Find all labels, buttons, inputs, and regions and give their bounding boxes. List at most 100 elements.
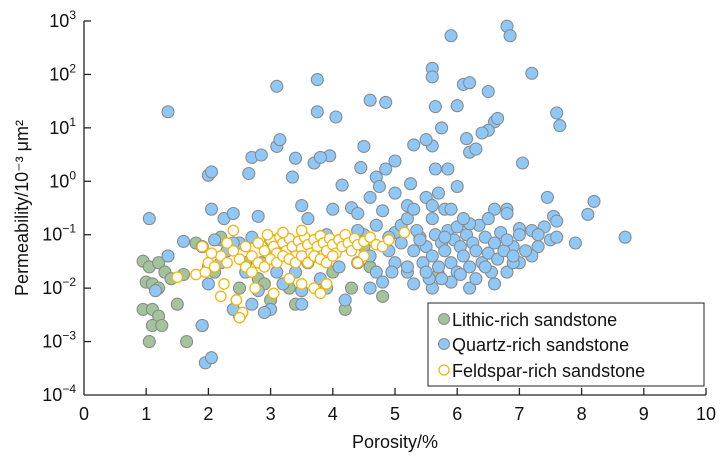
quartz-point bbox=[379, 162, 393, 176]
quartz-point bbox=[204, 351, 219, 365]
x-tick-label: 4 bbox=[328, 404, 338, 424]
y-tick-label: 10−2 bbox=[42, 275, 76, 298]
feldspar-point bbox=[233, 253, 246, 265]
feldspar-point bbox=[314, 287, 327, 300]
quartz-point bbox=[435, 272, 449, 286]
y-tick-label: 101 bbox=[49, 115, 76, 138]
quartz-point bbox=[313, 150, 327, 164]
quartz-point bbox=[441, 162, 455, 176]
x-tick-label: 10 bbox=[696, 404, 716, 424]
quartz-point bbox=[148, 284, 163, 298]
quartz-point bbox=[407, 277, 421, 291]
quartz-point bbox=[463, 281, 477, 295]
legend: Lithic-rich sandstone Quartz-rich sandst… bbox=[427, 302, 705, 387]
quartz-point bbox=[351, 206, 365, 221]
feldspar-point bbox=[230, 294, 243, 306]
legend-label-feldspar: Feldspar-rich sandstone bbox=[452, 361, 645, 381]
feldspar-point bbox=[267, 287, 280, 300]
feldspar-point bbox=[239, 240, 252, 253]
feldspar-point bbox=[227, 244, 240, 257]
y-tick-base: 10 bbox=[49, 118, 69, 138]
quartz-point bbox=[481, 246, 495, 260]
quartz-point bbox=[285, 170, 299, 184]
quartz-point bbox=[587, 194, 601, 208]
quartz-point bbox=[438, 230, 452, 244]
quartz-point bbox=[475, 126, 489, 140]
lithic-point bbox=[344, 281, 359, 295]
quartz-point bbox=[394, 236, 408, 250]
quartz-point bbox=[161, 105, 175, 119]
quartz-point bbox=[463, 260, 477, 274]
legend-box bbox=[427, 302, 705, 387]
quartz-point bbox=[456, 249, 470, 263]
quartz-point bbox=[487, 277, 502, 291]
quartz-point bbox=[503, 29, 517, 43]
lithic-point bbox=[155, 318, 169, 333]
quartz-point bbox=[428, 162, 442, 176]
quartz-point bbox=[404, 177, 418, 191]
feldspar-point bbox=[326, 250, 339, 262]
feldspar-points bbox=[171, 224, 411, 324]
quartz-point bbox=[469, 272, 483, 286]
quartz-point bbox=[270, 79, 284, 93]
quartz-point bbox=[431, 260, 446, 274]
quartz-point bbox=[481, 212, 495, 226]
data-points bbox=[136, 19, 632, 370]
lithic-point bbox=[152, 256, 166, 270]
quartz-point bbox=[459, 132, 474, 146]
quartz-point bbox=[425, 212, 439, 226]
x-tick-label: 8 bbox=[577, 404, 587, 424]
x-tick-label: 3 bbox=[266, 404, 276, 424]
feldspar-point bbox=[221, 237, 233, 249]
feldspar-point bbox=[246, 266, 258, 278]
quartz-point bbox=[388, 154, 402, 168]
quartz-point bbox=[288, 151, 303, 165]
quartz-point bbox=[425, 249, 439, 263]
quartz-point bbox=[208, 233, 222, 247]
quartz-point bbox=[438, 244, 452, 258]
quartz-point bbox=[413, 233, 427, 247]
quartz-point bbox=[400, 260, 414, 274]
quartz-point bbox=[176, 234, 191, 248]
quartz-point bbox=[363, 190, 377, 204]
feldspar-point bbox=[221, 256, 233, 269]
y-tick-base: 10 bbox=[49, 64, 69, 84]
lithic-point bbox=[180, 335, 194, 349]
legend-marker-lithic bbox=[438, 313, 450, 325]
quartz-point bbox=[428, 100, 442, 114]
y-tick-label: 10−3 bbox=[42, 329, 76, 352]
quartz-point bbox=[407, 138, 421, 152]
x-tick-label: 6 bbox=[452, 404, 462, 424]
quartz-point bbox=[335, 178, 349, 192]
quartz-point bbox=[463, 76, 477, 90]
y-tick-base: 10 bbox=[42, 278, 62, 298]
y-tick-base: 10 bbox=[42, 225, 62, 245]
quartz-point bbox=[425, 199, 439, 213]
feldspar-point bbox=[196, 240, 209, 253]
legend-label-quartz: Quartz-rich sandstone bbox=[452, 335, 629, 355]
feldspar-point bbox=[171, 271, 184, 284]
x-tick-label: 7 bbox=[514, 404, 524, 424]
y-tick-label: 102 bbox=[49, 61, 76, 84]
quartz-point bbox=[245, 297, 259, 311]
quartz-point bbox=[204, 202, 219, 216]
feldspar-point bbox=[214, 290, 227, 303]
quartz-point bbox=[450, 179, 464, 194]
y-tick-exponent: 0 bbox=[69, 168, 76, 182]
feldspar-point bbox=[295, 224, 308, 237]
quartz-point bbox=[369, 265, 383, 279]
y-tick-base: 10 bbox=[42, 385, 62, 405]
quartz-point bbox=[515, 156, 530, 170]
quartz-point bbox=[425, 70, 439, 84]
quartz-point bbox=[450, 99, 464, 113]
x-tick-label: 9 bbox=[639, 404, 649, 424]
lithic-point bbox=[232, 281, 247, 295]
quartz-point bbox=[369, 218, 383, 232]
feldspar-point bbox=[258, 244, 271, 257]
y-tick-label: 10−1 bbox=[42, 222, 76, 245]
quartz-point bbox=[338, 293, 352, 307]
feldspar-point bbox=[249, 282, 261, 294]
quartz-point bbox=[226, 206, 240, 221]
lithic-point bbox=[142, 335, 156, 349]
